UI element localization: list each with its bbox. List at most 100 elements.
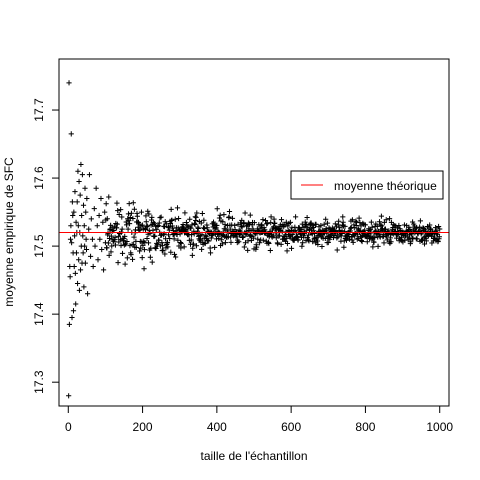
data-point (157, 215, 163, 221)
data-point (119, 214, 125, 220)
data-point (414, 236, 420, 242)
data-point (70, 212, 76, 219)
data-point (78, 161, 84, 168)
data-point (193, 214, 199, 220)
data-point (195, 225, 201, 232)
data-point (202, 240, 208, 246)
data-point (154, 241, 161, 247)
data-point (74, 280, 81, 287)
data-point (417, 218, 423, 224)
data-point (84, 195, 90, 202)
data-point (214, 222, 220, 228)
data-point (108, 249, 114, 255)
data-point (318, 222, 324, 229)
data-point (272, 220, 278, 226)
data-point (105, 240, 111, 246)
data-point (161, 224, 168, 230)
data-point (243, 223, 250, 229)
data-point (164, 239, 171, 246)
data-points (66, 80, 443, 399)
data-point (151, 221, 158, 227)
data-point (245, 247, 251, 253)
x-axis: 0 200 400 600 800 1000 (65, 405, 453, 434)
data-point (153, 227, 159, 233)
data-point (273, 225, 279, 231)
data-point (97, 236, 103, 242)
data-point (386, 216, 393, 222)
data-point (114, 221, 120, 227)
data-point (113, 225, 120, 231)
data-point (198, 220, 204, 226)
data-point (137, 248, 143, 254)
data-point (76, 178, 82, 185)
data-point (126, 201, 132, 207)
x-axis-label: taille de l'échantillon (200, 449, 307, 463)
data-point (124, 255, 130, 261)
data-point (313, 221, 319, 227)
x-tick-label: 1000 (426, 420, 453, 434)
data-point (122, 233, 128, 239)
data-point (372, 235, 378, 241)
data-point (124, 222, 130, 228)
data-point (76, 257, 82, 263)
data-point (98, 195, 104, 202)
data-point (378, 222, 384, 228)
data-point (266, 240, 272, 247)
data-point (134, 213, 140, 219)
data-point (208, 235, 214, 241)
y-tick-label: 17.6 (32, 166, 46, 190)
data-point (143, 219, 149, 225)
data-point (96, 212, 102, 219)
data-point (102, 209, 108, 215)
data-point (402, 237, 408, 243)
data-point (304, 214, 310, 221)
data-point (362, 227, 368, 233)
data-point (126, 217, 132, 224)
data-point (388, 239, 394, 245)
data-point (300, 240, 306, 246)
data-point (173, 254, 179, 260)
data-point (267, 247, 273, 254)
x-tick-label: 200 (133, 420, 153, 434)
data-point (240, 234, 246, 240)
data-point (242, 210, 248, 216)
data-point (146, 211, 152, 217)
data-point (341, 244, 347, 250)
data-point (144, 235, 150, 242)
data-point (288, 245, 295, 251)
data-point (369, 224, 375, 230)
data-point (202, 225, 208, 232)
data-point (66, 80, 72, 86)
data-point (130, 200, 136, 206)
data-point (176, 215, 182, 222)
data-point (376, 219, 383, 225)
data-point (122, 261, 128, 267)
data-point (220, 219, 226, 225)
data-point (123, 241, 129, 247)
data-point (171, 251, 178, 257)
data-point (93, 185, 99, 191)
data-point (201, 217, 207, 223)
data-point (99, 246, 105, 253)
data-point (228, 234, 234, 240)
data-point (149, 214, 155, 220)
data-point (129, 256, 136, 262)
data-point (357, 220, 363, 226)
data-point (364, 239, 370, 245)
data-point (248, 232, 254, 239)
data-point (358, 223, 364, 229)
data-point (336, 218, 342, 224)
data-point (370, 244, 376, 250)
data-point (269, 234, 275, 240)
data-point (88, 216, 94, 222)
data-point (90, 263, 96, 270)
data-point (131, 206, 137, 212)
data-point (229, 215, 236, 221)
data-point (89, 236, 96, 242)
data-point (147, 254, 153, 260)
data-point (214, 206, 220, 212)
data-point (67, 236, 74, 242)
data-point (121, 236, 127, 242)
data-point (190, 241, 197, 247)
data-point (66, 321, 72, 327)
